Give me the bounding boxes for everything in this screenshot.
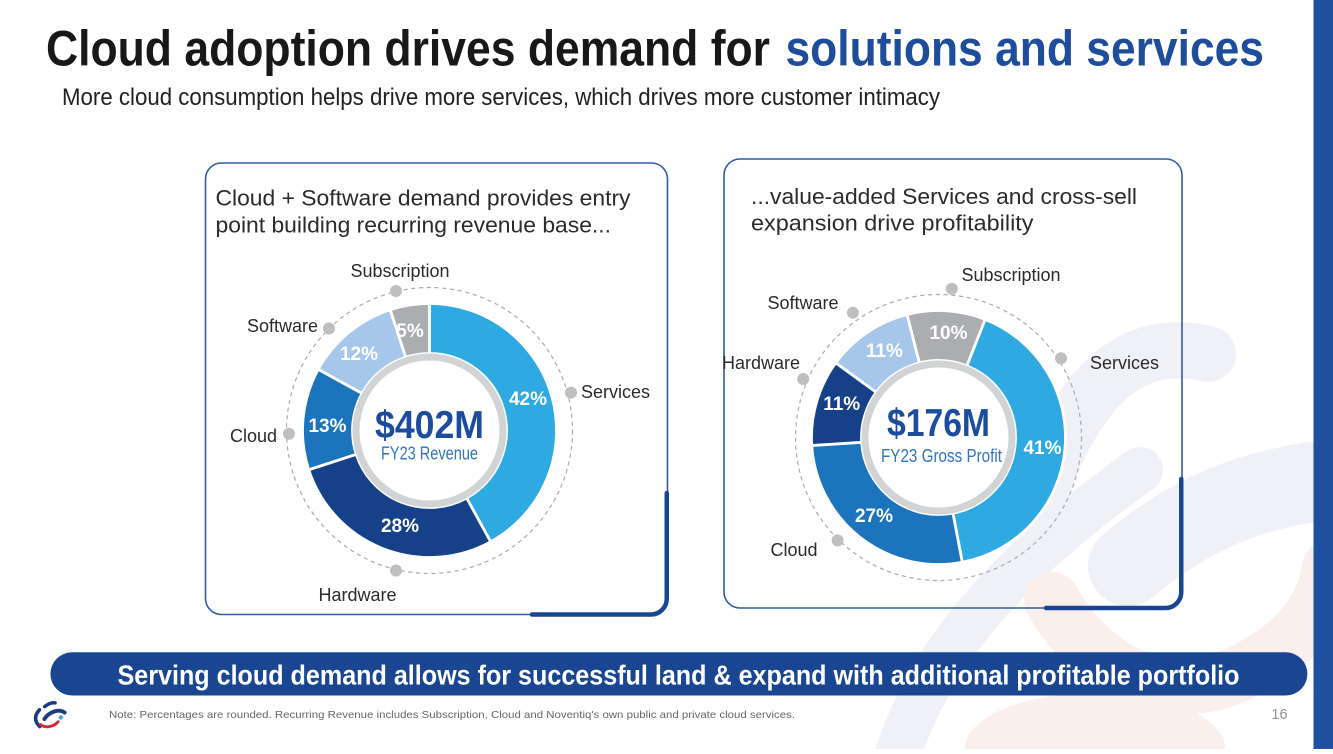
svg-text:Cloud adoption drives demand f: Cloud adoption drives demand for bbox=[46, 21, 770, 77]
svg-text:Cloud: Cloud bbox=[230, 426, 277, 446]
svg-text:42%: 42% bbox=[509, 389, 547, 410]
svg-text:$402M: $402M bbox=[375, 404, 484, 447]
svg-text:expansion drive profitability: expansion drive profitability bbox=[751, 211, 1034, 236]
svg-text:More cloud consumption helps d: More cloud consumption helps drive more … bbox=[62, 84, 940, 111]
svg-text:5%: 5% bbox=[396, 321, 424, 342]
svg-text:Services: Services bbox=[1090, 353, 1159, 373]
svg-text:Software: Software bbox=[247, 316, 318, 336]
svg-text:13%: 13% bbox=[308, 416, 346, 437]
svg-text:point building recurring reven: point building recurring revenue base... bbox=[216, 213, 612, 238]
svg-text:Serving cloud demand allows fo: Serving cloud demand allows for successf… bbox=[118, 660, 1240, 691]
svg-text:Subscription: Subscription bbox=[350, 261, 449, 281]
svg-text:10%: 10% bbox=[929, 323, 967, 344]
svg-text:...value-added Services and cr: ...value-added Services and cross-sell bbox=[751, 184, 1137, 209]
svg-text:Software: Software bbox=[767, 293, 838, 313]
svg-text:solutions and services: solutions and services bbox=[786, 21, 1265, 77]
svg-text:11%: 11% bbox=[866, 341, 903, 362]
svg-text:16: 16 bbox=[1271, 707, 1287, 723]
svg-text:Cloud + Software demand provid: Cloud + Software demand provides entry bbox=[216, 186, 631, 211]
svg-text:Cloud: Cloud bbox=[770, 540, 817, 560]
svg-text:Services: Services bbox=[581, 382, 650, 402]
svg-text:27%: 27% bbox=[855, 506, 893, 527]
svg-text:12%: 12% bbox=[340, 344, 378, 365]
svg-text:28%: 28% bbox=[381, 516, 419, 537]
svg-text:FY23 Gross Profit: FY23 Gross Profit bbox=[881, 446, 1002, 466]
svg-text:Hardware: Hardware bbox=[722, 353, 800, 373]
svg-text:FY23 Revenue: FY23 Revenue bbox=[381, 444, 478, 464]
svg-text:Subscription: Subscription bbox=[961, 265, 1060, 285]
svg-text:Note: Percentages are rounded.: Note: Percentages are rounded. Recurring… bbox=[109, 709, 795, 721]
svg-text:$176M: $176M bbox=[887, 402, 990, 445]
svg-text:11%: 11% bbox=[823, 394, 860, 415]
svg-text:Hardware: Hardware bbox=[318, 585, 396, 605]
svg-text:41%: 41% bbox=[1023, 438, 1061, 459]
